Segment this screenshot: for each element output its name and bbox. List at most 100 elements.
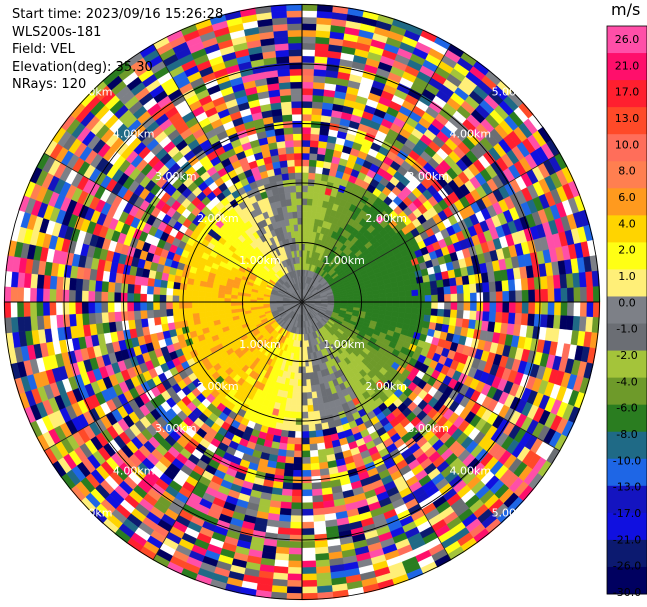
radar-gate [301,398,308,406]
radar-gate [288,547,303,555]
radar-gate [301,502,314,510]
radar-gate [301,198,308,206]
radar-gate [10,301,18,318]
radar-gate [301,385,307,393]
radar-gate [311,107,323,116]
radar-gate [316,160,325,168]
radar-gate [579,286,588,303]
radar-gate [274,559,289,568]
radar-gate [442,278,451,288]
radar-gate [289,521,303,529]
radar-gate [296,392,303,400]
radar-gate [541,301,549,316]
radar-gate [449,285,458,295]
radar-gate [391,286,399,293]
radar-gate [448,277,457,287]
radar-gate [282,482,293,490]
radar-gate [540,276,549,290]
radar-gate [507,312,516,325]
radar-gate [416,282,425,291]
radar-gate [437,308,445,318]
radar-gate [385,297,393,303]
radar-gate [385,301,393,307]
radar-gate [288,541,303,549]
radar-gate [301,55,316,63]
radar-gate [290,398,298,406]
radar-gate [310,133,320,142]
radar-gate [304,353,309,361]
radar-gate [301,36,317,44]
radar-gate [166,315,175,324]
radar-gate [291,489,303,497]
radar-gate [391,291,400,298]
radar-gate [291,482,303,491]
radar-gate [398,306,406,314]
radar-gate [482,282,490,293]
radar-gate [527,313,536,327]
radar-gate [306,204,313,213]
radar-gate [385,292,393,298]
radar-gate [308,430,317,439]
radar-gate [290,515,303,523]
radar-gate [442,316,451,326]
radar-gate [23,301,31,317]
radar-gate [495,291,504,303]
radar-gate [301,392,308,400]
radar-gate [160,316,168,325]
radar-gate [191,301,199,308]
radar-gate [211,306,219,312]
radar-gate [301,444,311,452]
radar-gate [314,540,328,549]
radar-gate [172,301,180,309]
radar-gate [443,286,452,295]
radar-gate [528,289,536,303]
radar-gate [289,528,303,536]
radar-gate [165,308,174,317]
radar-gate [559,315,568,330]
radar-gate [316,442,326,451]
radar-gate [482,301,491,313]
radar-gate [133,310,142,320]
radar-gate [49,301,57,316]
radar-gate [286,443,295,452]
radar-gate [292,469,303,478]
radar-gate [291,391,298,400]
radar-gate [172,295,180,303]
radar-gate [290,508,303,516]
radar-gate [308,165,317,174]
radar-gate [463,301,471,312]
radar-gate [243,304,251,309]
radar-gate [287,560,303,568]
radar-gate [62,276,71,291]
radar-gate [127,283,135,294]
radar-gate [404,290,413,297]
radar-gate [301,217,307,225]
radar-gate [431,301,439,310]
radar-gate [94,290,102,303]
radar-gate [310,384,317,393]
radar-gate [127,310,135,321]
radar-gate [288,417,297,426]
radar-gate [418,301,426,309]
radar-gate [301,489,313,497]
radar-gate [533,276,542,291]
radar-gate [301,113,313,122]
radar-gate [567,287,575,303]
radar-gate [301,457,311,465]
radar-gate [290,404,297,413]
radar-gate [301,10,318,18]
radar-gate [312,507,325,516]
radar-gate [277,527,291,536]
radar-gate [286,586,303,594]
radar-gate [417,288,426,297]
radar-gate [366,301,374,306]
radar-gate [430,308,439,317]
radar-gate [290,502,303,510]
radar-gate [541,288,549,303]
radar-gate [313,68,327,77]
radar-gate [307,185,315,193]
radar-gate [165,294,173,303]
radar-gate [146,293,154,303]
radar-gate [139,293,147,303]
radar-gate [191,296,199,303]
